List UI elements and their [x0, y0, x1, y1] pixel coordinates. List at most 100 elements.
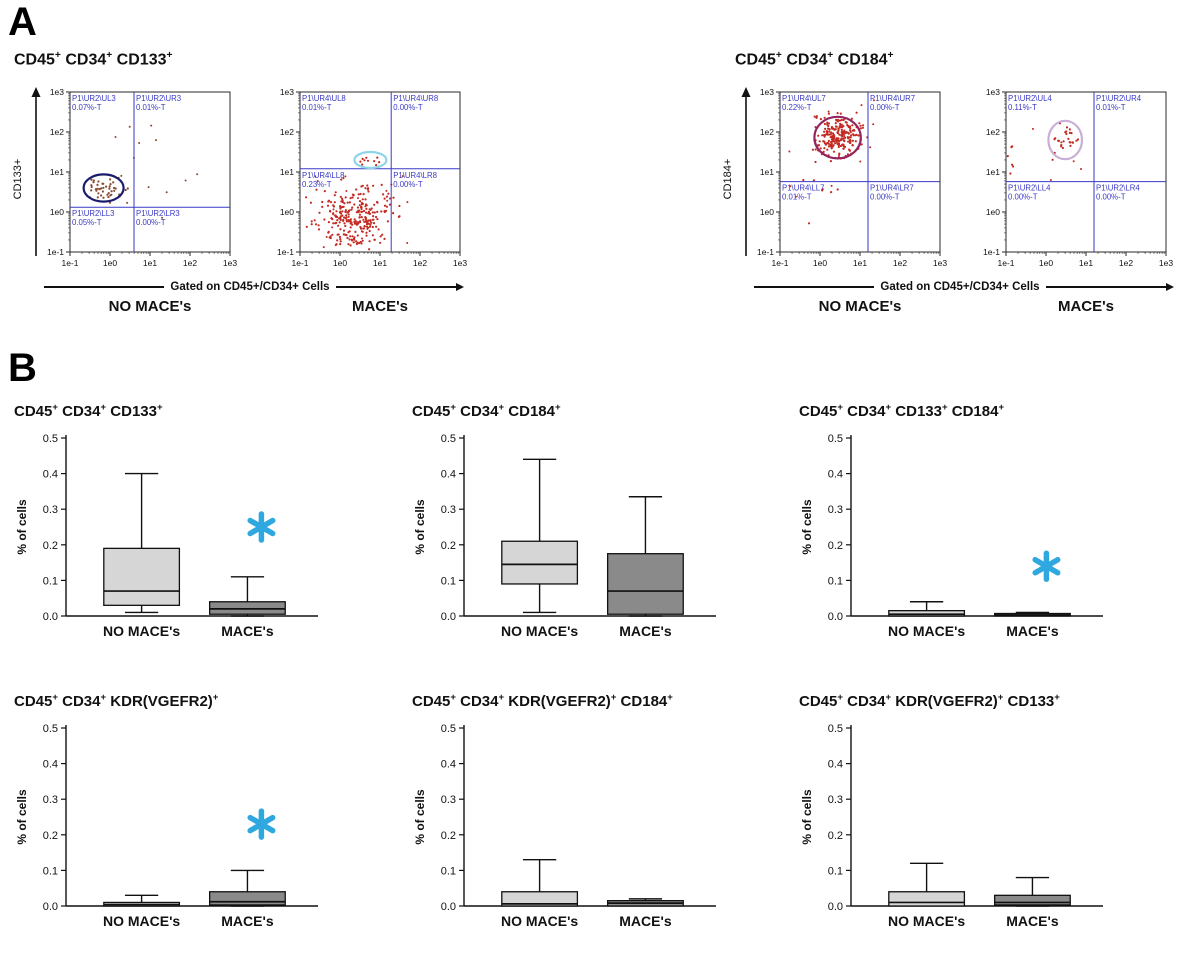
scatter-point: [335, 221, 338, 224]
scatter-point: [375, 225, 378, 228]
y-tick-label: 1e2: [986, 127, 1000, 137]
scatter-point: [363, 159, 366, 162]
scatter-point: [845, 121, 848, 124]
scatter-point: [849, 138, 852, 142]
scatter-point: [334, 244, 337, 247]
scatter-point: [857, 134, 860, 137]
scatter-point: [314, 223, 318, 226]
scatter-point: [832, 144, 835, 147]
scatter-point: [331, 226, 334, 229]
scatter-point: [347, 231, 350, 234]
scatter-point: [350, 238, 353, 241]
scatter-point: [347, 243, 350, 246]
scatter-point: [338, 235, 341, 239]
x-tick-label: 1e3: [453, 258, 467, 268]
scatter-point: [346, 211, 350, 214]
scatter-point: [836, 120, 839, 123]
scatter-point: [831, 140, 834, 143]
scatter-point: [341, 210, 344, 213]
scatter-point: [96, 196, 99, 199]
arrowhead-icon: [1166, 283, 1174, 291]
scatter-point: [826, 121, 829, 124]
scatter-point: [359, 225, 362, 229]
scatter-point: [789, 185, 792, 188]
quadrant-percent: 0.00%-T: [870, 193, 900, 202]
y-axis-title: % of cells: [413, 499, 427, 555]
scatter-point: [802, 178, 805, 182]
scatter-point: [855, 111, 858, 114]
scatter-point: [362, 218, 365, 221]
arrowhead-icon: [456, 283, 464, 291]
y-tick-label: 0.5: [43, 723, 58, 735]
y-tick-label: 0.2: [441, 830, 456, 842]
y-axis-title: % of cells: [413, 789, 427, 845]
scatter-point: [1060, 141, 1063, 144]
box-chart-kdr-cd133: 0.0 0.1 0.2 0.3 0.4 0.5 % of cells NO MACE's MAC…: [795, 714, 1135, 941]
scatter-point: [329, 235, 332, 238]
scatter-point: [326, 204, 330, 207]
scatter-point: [397, 215, 400, 218]
scatter-point: [1068, 128, 1071, 131]
scatter-point: [836, 131, 839, 134]
scatter-point: [1057, 139, 1060, 142]
scatter-point: [1075, 139, 1078, 142]
scatter-point: [333, 201, 336, 204]
boxplot-cell-cd184: CD45+ CD34+ CD184+ 0.0 0.1 0.2 0.3 0.4 0.5 % o…: [408, 402, 748, 651]
scatter-point: [338, 221, 341, 224]
quadrant-percent: 0.00%-T: [1008, 193, 1038, 202]
scatter-point: [365, 234, 368, 237]
scatter-point: [344, 209, 347, 212]
scatter-point: [108, 187, 111, 190]
panel-a-label: A: [8, 0, 37, 44]
quadrant-percent: 0.00%-T: [1096, 193, 1126, 202]
quadrant-name: P1\UR4\UR7: [870, 94, 915, 103]
scatter-point: [340, 178, 343, 181]
scatter-point: [817, 134, 820, 137]
scatter-point: [344, 175, 347, 178]
x-axis-line: [44, 286, 165, 288]
scatter-point: [386, 220, 389, 223]
category-label: NO MACE's: [501, 623, 578, 639]
scatter-point: [387, 192, 390, 195]
box: [993, 894, 1071, 906]
condition-label-mace-2: MACE's: [1057, 298, 1115, 315]
scatter-point: [331, 218, 334, 221]
scatter-point: [373, 203, 376, 206]
scatter-point: [372, 218, 375, 221]
scatter-point: [354, 230, 357, 233]
scatter-point: [373, 211, 376, 214]
y-tick-label: 0.5: [441, 723, 456, 735]
scatter-point: [371, 234, 374, 237]
scatter-point: [349, 244, 352, 247]
scatter-point: [372, 222, 376, 225]
scatter-point: [369, 219, 372, 222]
scatter-point: [849, 141, 852, 144]
x-tick-label: 1e0: [813, 258, 827, 268]
scatter-point: [96, 183, 99, 186]
scatter-point: [355, 211, 358, 214]
scatter-point: [359, 192, 362, 196]
scatter-point: [328, 199, 331, 202]
x-tick-label: 1e-1: [997, 258, 1014, 268]
scatter-point: [349, 226, 352, 229]
scatter-point: [366, 159, 370, 162]
scatter-point: [329, 210, 332, 213]
scatter-point: [335, 210, 338, 213]
scatter-point: [364, 217, 367, 220]
scatter-point: [840, 128, 843, 131]
scatter-point: [344, 224, 347, 228]
scatter-point: [376, 210, 379, 213]
scatter-point: [361, 157, 364, 160]
x-tick-label: 1e0: [103, 258, 117, 268]
x-tick-label: 1e1: [853, 258, 867, 268]
flow-plot-cd184-mace: 1e-1 1e0 1e1 1e2 1e3 1e-1 1e0 1e1 1e2 1e3 P1\UR2\U…: [962, 87, 1174, 279]
scatter-point: [358, 209, 361, 212]
y-tick-label: 0.4: [43, 469, 58, 481]
scatter-point: [842, 137, 845, 140]
scatter-point: [337, 224, 340, 227]
scatter-point: [821, 134, 824, 137]
scatter-point: [838, 119, 841, 122]
scatter-point: [359, 221, 362, 224]
scatter-point: [388, 203, 392, 206]
flow-group1-title: CD45+ CD34+ CD133+: [14, 50, 173, 69]
